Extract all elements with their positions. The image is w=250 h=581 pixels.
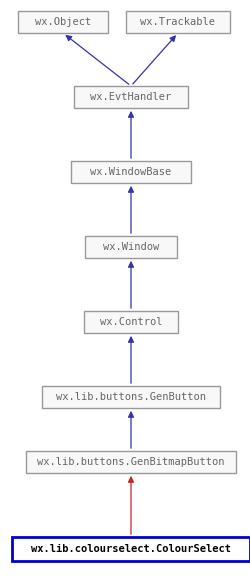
Text: wx.lib.buttons.GenBitmapButton: wx.lib.buttons.GenBitmapButton <box>37 457 224 467</box>
Bar <box>84 311 177 333</box>
Bar <box>126 11 229 33</box>
Text: wx.Control: wx.Control <box>99 317 162 327</box>
Text: wx.Object: wx.Object <box>35 17 91 27</box>
Bar <box>85 236 176 258</box>
Text: wx.Trackable: wx.Trackable <box>140 17 215 27</box>
Text: wx.EvtHandler: wx.EvtHandler <box>90 92 171 102</box>
Text: wx.Window: wx.Window <box>102 242 158 252</box>
Text: wx.lib.buttons.GenButton: wx.lib.buttons.GenButton <box>56 392 205 402</box>
Bar <box>42 386 219 408</box>
Bar <box>26 451 235 473</box>
Text: wx.lib.colourselect.ColourSelect: wx.lib.colourselect.ColourSelect <box>31 544 230 554</box>
Bar <box>71 161 190 183</box>
Bar <box>12 537 249 561</box>
Bar <box>18 11 108 33</box>
Bar <box>74 86 187 108</box>
Text: wx.WindowBase: wx.WindowBase <box>90 167 171 177</box>
